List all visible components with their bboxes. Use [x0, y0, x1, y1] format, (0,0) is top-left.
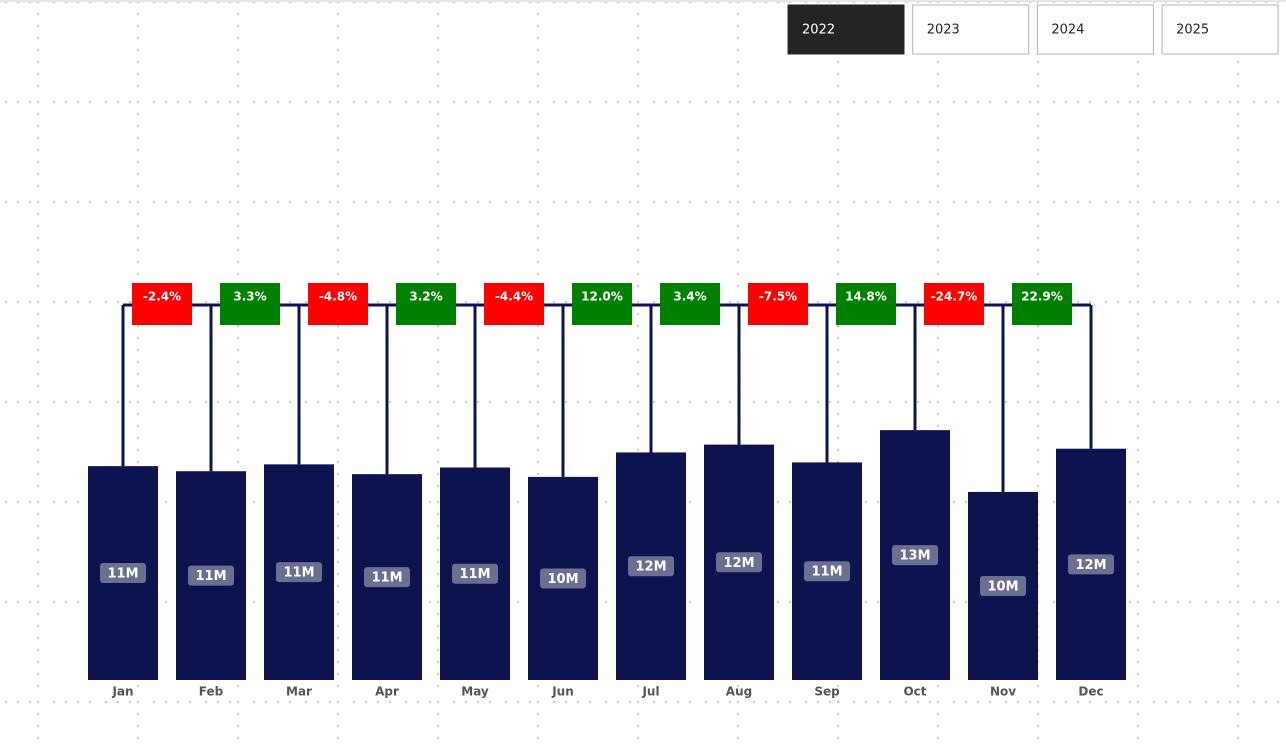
- value-label-pill: [100, 563, 146, 584]
- chart: 11M Jan 11M Feb 11M Mar 11M Apr 11M May 10M Jun 12M J…: [88, 283, 1126, 699]
- value-label-pill: [892, 545, 938, 566]
- year-button-label[interactable]: 2023: [927, 23, 960, 38]
- year-button-box[interactable]: [1036, 4, 1154, 55]
- change-label: -4.8%: [319, 290, 357, 304]
- change-label: 3.3%: [233, 290, 266, 304]
- change-label: 3.2%: [409, 290, 442, 304]
- value-label-pill: [540, 568, 586, 589]
- value-label-pill: [716, 552, 762, 573]
- year-button-label[interactable]: 2025: [1176, 23, 1209, 38]
- x-tick-label: Feb: [199, 685, 224, 699]
- value-label: 11M: [107, 567, 138, 582]
- year-button[interactable]: 2025: [1161, 4, 1279, 55]
- value-label: 11M: [459, 567, 490, 582]
- value-label-pill: [188, 565, 234, 586]
- change-box: [308, 283, 368, 325]
- value-label-pill: [364, 567, 410, 588]
- value-label-pill: [1068, 554, 1114, 575]
- change-label: 22.9%: [1021, 290, 1063, 304]
- x-tick-label: Nov: [990, 685, 1016, 699]
- value-label: 10M: [547, 572, 578, 587]
- year-button[interactable]: 2022: [787, 4, 905, 55]
- value-label-pill: [804, 561, 850, 582]
- x-tick-label: Mar: [286, 685, 312, 699]
- change-box: [660, 283, 720, 325]
- change-box: [484, 283, 544, 325]
- year-button-label[interactable]: 2024: [1051, 23, 1084, 38]
- change-box: [1012, 283, 1072, 325]
- top-edge: [0, 0, 1286, 2]
- change-box: [220, 283, 280, 325]
- x-tick-label: Jul: [641, 685, 659, 699]
- value-label-pill: [452, 563, 498, 584]
- year-button-box[interactable]: [787, 4, 905, 55]
- year-button[interactable]: 2024: [1036, 4, 1154, 55]
- change-box: [396, 283, 456, 325]
- change-box: [924, 283, 984, 325]
- year-slicer: 2022 2023 2024 2025: [787, 4, 1279, 55]
- value-label: 11M: [283, 566, 314, 581]
- value-label: 12M: [635, 560, 666, 575]
- x-tick-label: Jun: [551, 685, 574, 699]
- value-label: 11M: [811, 565, 842, 580]
- year-button[interactable]: 2023: [912, 4, 1030, 55]
- change-label: -4.4%: [495, 290, 533, 304]
- change-label: 14.8%: [845, 290, 887, 304]
- value-label: 10M: [987, 579, 1018, 594]
- value-label: 12M: [1075, 558, 1106, 573]
- change-label: -2.4%: [143, 290, 181, 304]
- x-tick-label: Oct: [903, 685, 926, 699]
- x-tick-label: Dec: [1078, 685, 1103, 699]
- x-tick-label: Jan: [111, 685, 133, 699]
- value-label-pill: [276, 562, 322, 583]
- x-tick-label: Aug: [726, 685, 752, 699]
- change-label: -24.7%: [931, 290, 978, 304]
- x-tick-label: Sep: [814, 685, 840, 699]
- value-label-pill: [628, 556, 674, 577]
- x-tick-label: May: [461, 685, 489, 699]
- value-label: 13M: [899, 549, 930, 564]
- value-label: 11M: [195, 569, 226, 584]
- change-box: [572, 283, 632, 325]
- x-tick-label: Apr: [375, 685, 399, 699]
- year-button-label[interactable]: 2022: [802, 23, 835, 38]
- year-button-box[interactable]: [912, 4, 1030, 55]
- change-box: [836, 283, 896, 325]
- change-box: [132, 283, 192, 325]
- year-button-box[interactable]: [1161, 4, 1279, 55]
- value-label: 11M: [371, 571, 402, 586]
- change-box: [748, 283, 808, 325]
- change-label: -7.5%: [759, 290, 797, 304]
- change-label: 12.0%: [581, 290, 623, 304]
- value-label-pill: [980, 575, 1026, 596]
- value-label: 12M: [723, 556, 754, 571]
- change-label: 3.4%: [673, 290, 706, 304]
